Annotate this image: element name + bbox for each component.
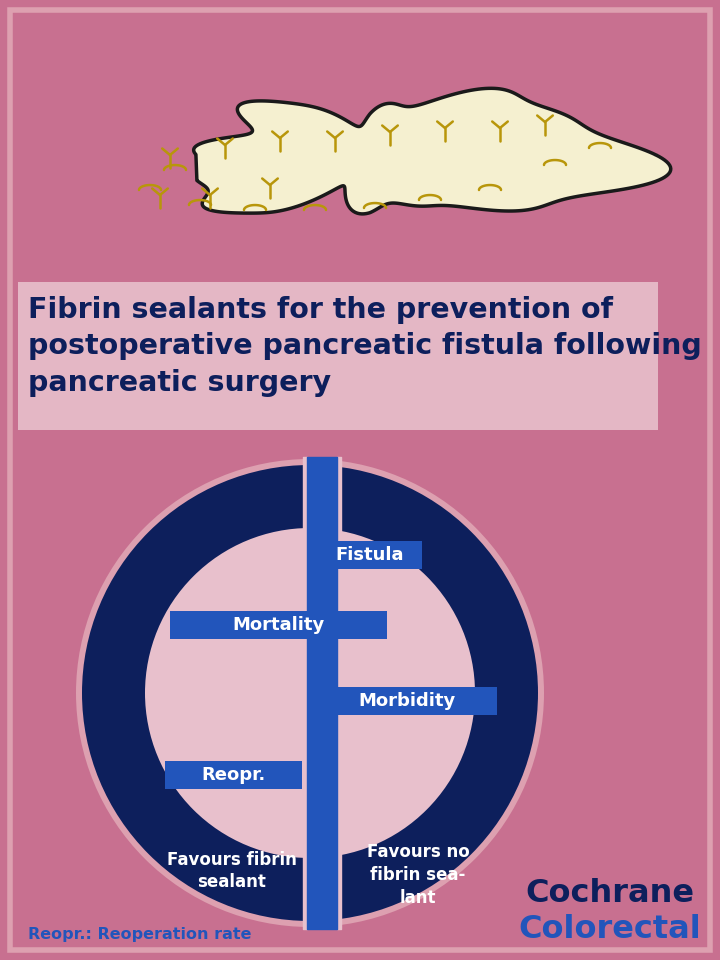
Text: Colorectal: Colorectal: [518, 915, 701, 946]
Text: Morbidity: Morbidity: [359, 692, 456, 710]
Circle shape: [76, 459, 544, 927]
Bar: [317, 687, 497, 715]
Text: Mortality: Mortality: [233, 616, 325, 634]
Bar: [170, 611, 387, 639]
Text: Reopr.: Reoperation rate: Reopr.: Reoperation rate: [28, 926, 251, 942]
Text: Fistula: Fistula: [336, 546, 404, 564]
Text: Reopr.: Reopr.: [202, 766, 266, 784]
Bar: [18, 282, 658, 430]
Text: Cochrane: Cochrane: [526, 877, 695, 908]
Text: Favours fibrin
sealant: Favours fibrin sealant: [167, 851, 297, 892]
Circle shape: [145, 528, 475, 858]
Bar: [317, 541, 422, 569]
Bar: [165, 761, 302, 789]
Polygon shape: [194, 88, 671, 214]
Text: Fibrin sealants for the prevention of
postoperative pancreatic fistula following: Fibrin sealants for the prevention of po…: [28, 296, 702, 396]
Circle shape: [82, 465, 538, 921]
Text: Favours no
fibrin sea-
lant: Favours no fibrin sea- lant: [366, 843, 469, 907]
